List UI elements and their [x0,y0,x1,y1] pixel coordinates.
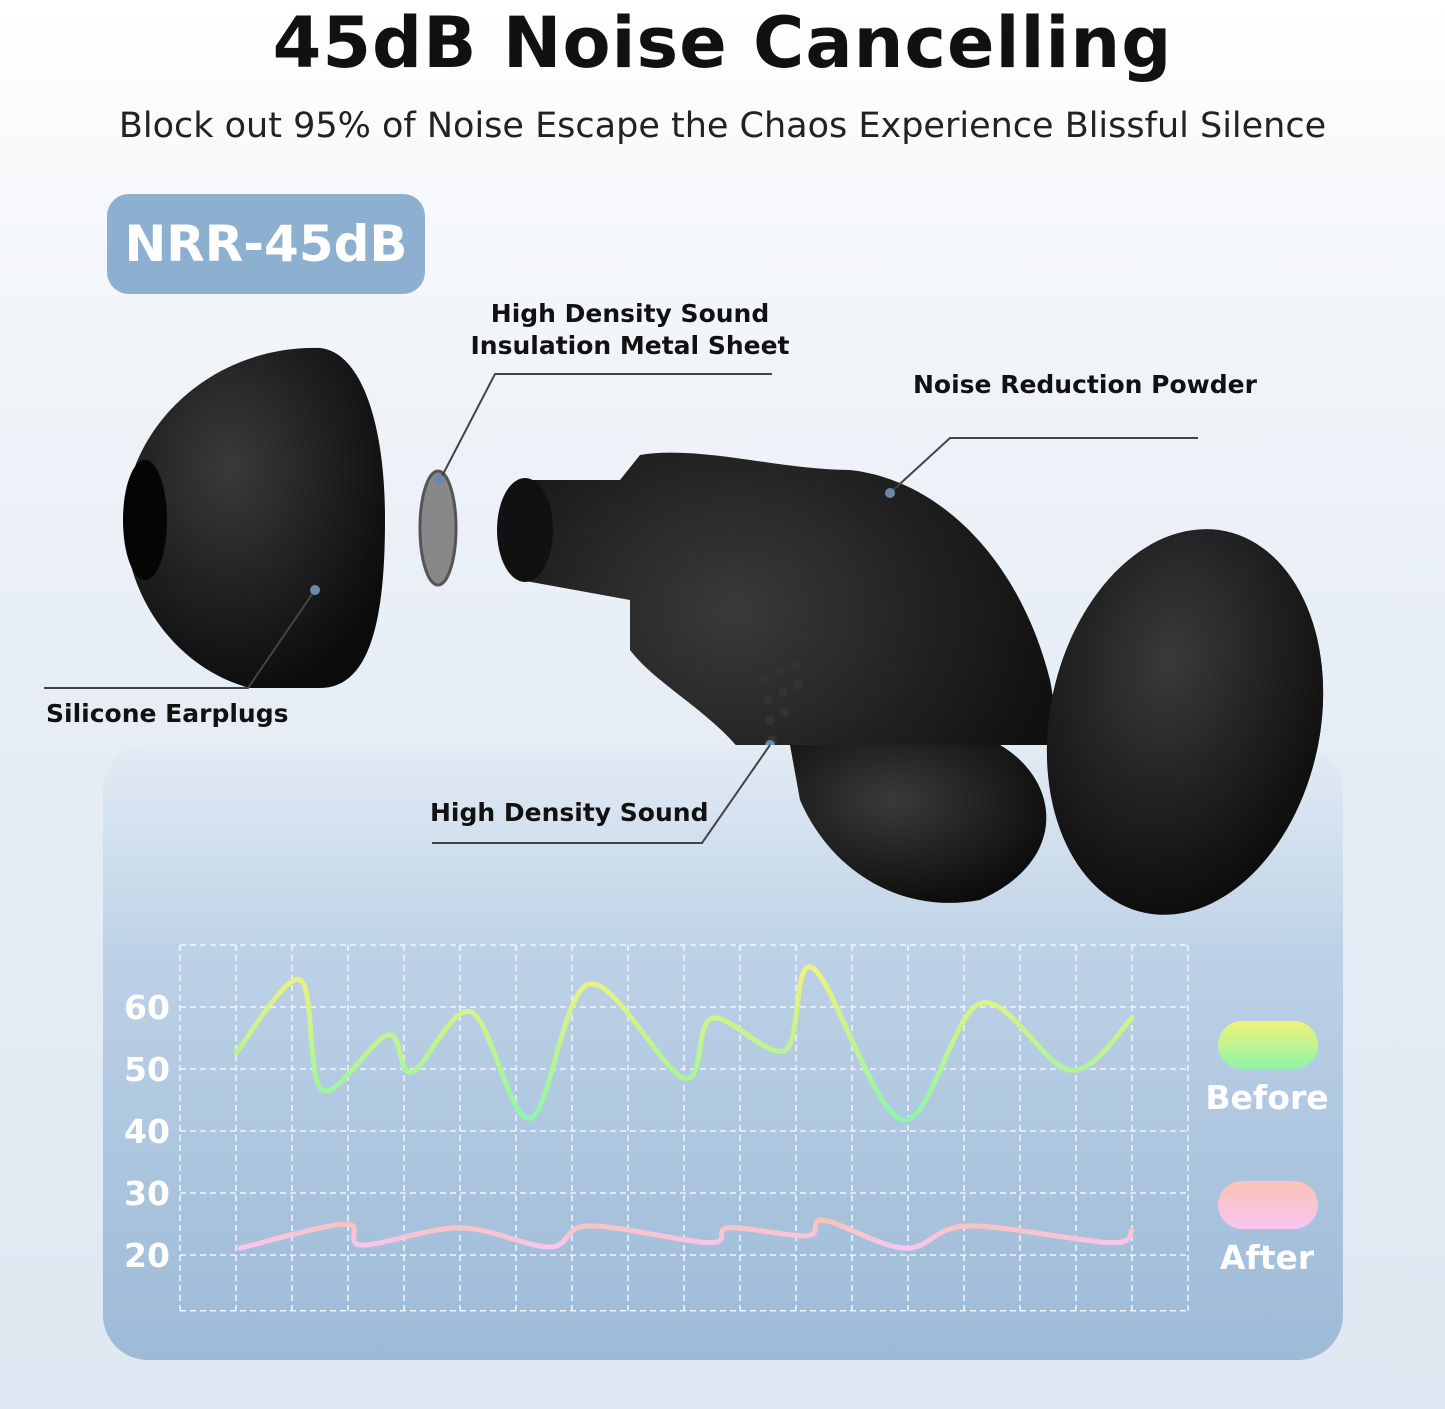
silicone-tip-icon [125,347,385,688]
vent-holes-icon [760,660,803,745]
y-tick-label: 20 [124,1236,170,1275]
nrr-badge: NRR-45dB [107,194,425,294]
callout-metal-sheet: High Density Sound Insulation Metal Shee… [430,298,830,362]
legend-before-label: Before [1205,1078,1329,1117]
callout-metal-sheet-line2: Insulation Metal Sheet [470,331,790,360]
legend-swatch-before [1218,1021,1318,1069]
y-tick-label: 60 [124,988,170,1027]
metal-sheet-icon [418,469,458,587]
legend-after-label: After [1219,1238,1315,1277]
y-tick-label: 40 [124,1112,170,1151]
legend-swatch-after [1218,1181,1318,1229]
y-tick-label: 30 [124,1174,170,1213]
callout-metal-sheet-line1: High Density Sound [490,299,770,328]
callout-powder: Noise Reduction Powder [913,370,1257,399]
callout-silicone: Silicone Earplugs [46,699,289,728]
page-title: 45dB Noise Cancelling [272,2,1173,84]
series-line-after [237,1217,1135,1251]
page-subtitle: Block out 95% of Noise Escape the Chaos … [118,106,1327,146]
y-tick-label: 50 [124,1050,170,1089]
series-line-before [233,964,1135,1123]
